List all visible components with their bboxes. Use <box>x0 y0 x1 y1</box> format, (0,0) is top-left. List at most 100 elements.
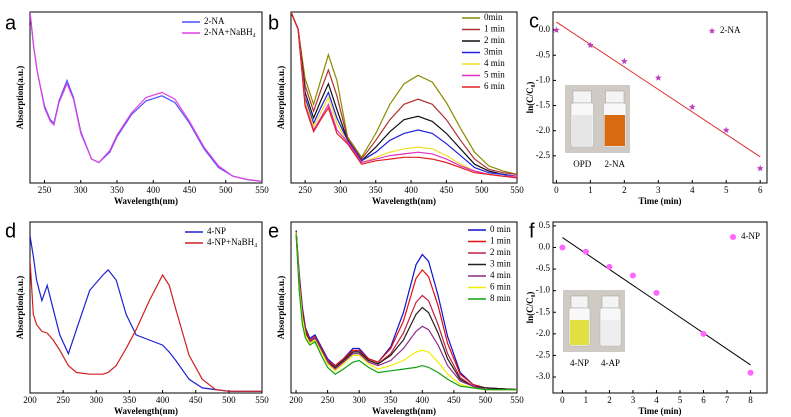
x-tick-label: 2 <box>607 395 612 405</box>
x-tick-label: 350 <box>110 185 124 195</box>
y-tick-label: -1.0 <box>536 285 551 295</box>
x-axis-label: Wavelength(nm) <box>114 196 178 206</box>
legend-label: 2 min <box>484 35 505 45</box>
vial-cap <box>572 90 592 104</box>
x-tick-label: 500 <box>219 185 233 195</box>
y-axis-label: Absorption(a.u.) <box>15 276 25 340</box>
x-tick-label: 300 <box>90 395 104 405</box>
x-axis-label: Time (min) <box>638 406 681 416</box>
panel-label: c <box>529 10 539 32</box>
data-line <box>291 12 517 175</box>
data-point <box>700 330 707 337</box>
vial-cap <box>601 295 620 309</box>
x-tick-label: 400 <box>404 185 418 195</box>
x-tick-label: 400 <box>147 185 161 195</box>
x-tick-label: 1 <box>588 185 593 195</box>
y-axis-label: Absorption(a.u.) <box>15 66 25 130</box>
x-tick-label: 250 <box>298 185 312 195</box>
inset-label: OPD <box>573 159 592 169</box>
x-tick-label: 450 <box>440 185 454 195</box>
panel-label: a <box>5 12 17 34</box>
y-tick-label: -0.5 <box>536 49 551 59</box>
legend-label: 2 min <box>490 247 511 257</box>
data-point <box>587 41 594 48</box>
data-point <box>756 164 764 172</box>
data-point <box>655 74 662 81</box>
plot-frame <box>552 221 768 394</box>
data-point <box>606 263 613 270</box>
legend-label: 2-NA+NaBH₄ <box>204 27 256 37</box>
y-tick-label: -0.5 <box>536 263 551 273</box>
x-tick-label: 5 <box>724 185 729 195</box>
x-tick-label: 7 <box>725 395 730 405</box>
x-axis-label: Wavelength(nm) <box>114 406 178 416</box>
data-line <box>30 12 262 182</box>
y-axis-label: ln(C/C₀) <box>525 82 535 114</box>
y-tick-label: -2.5 <box>536 150 551 160</box>
x-tick-label: 350 <box>123 395 137 405</box>
legend-label: 1 min <box>490 236 511 246</box>
panel-label: d <box>5 220 16 242</box>
legend-label: 4 min <box>484 58 505 68</box>
y-tick-label: 0.5 <box>539 220 551 230</box>
data-point <box>553 26 560 33</box>
data-line <box>291 12 517 179</box>
inset-label: 2-NA <box>605 159 626 169</box>
x-tick-label: 550 <box>510 185 524 195</box>
panel-label: f <box>529 220 535 242</box>
data-point <box>559 244 566 251</box>
legend-label: 8 min <box>490 293 511 303</box>
legend-label: 2-NA <box>720 25 741 35</box>
plot-frame <box>290 11 518 184</box>
plot-area <box>30 235 262 392</box>
vial-liquid <box>604 115 625 146</box>
data-line <box>295 232 517 391</box>
legend-label: 1 min <box>484 24 505 34</box>
data-line <box>291 12 517 175</box>
legend-label: 6 min <box>484 81 505 91</box>
data-line <box>291 12 517 177</box>
x-tick-label: 550 <box>510 395 524 405</box>
panel-label: b <box>268 12 279 34</box>
data-point <box>653 289 660 296</box>
plot-frame <box>29 221 263 394</box>
data-point <box>621 57 628 65</box>
x-tick-label: 6 <box>701 395 706 405</box>
x-tick-label: 350 <box>384 395 398 405</box>
y-axis-label: Absorption(a.u.) <box>276 276 286 340</box>
legend-label: 4-NP <box>207 226 226 236</box>
data-point <box>629 272 636 279</box>
x-tick-label: 0 <box>554 185 559 195</box>
x-tick-label: 5 <box>678 395 683 405</box>
legend-label: 0 min <box>490 224 511 234</box>
y-tick-label: 0.0 <box>539 24 551 34</box>
plot-area <box>295 230 517 391</box>
vial-liquid <box>601 320 620 345</box>
x-tick-label: 350 <box>369 185 383 195</box>
x-tick-label: 550 <box>255 395 269 405</box>
x-tick-label: 250 <box>321 395 335 405</box>
fit-line <box>562 237 751 366</box>
x-axis-label: Time (min) <box>638 196 681 206</box>
legend-label: 3 min <box>490 259 511 269</box>
x-tick-label: 2 <box>622 185 627 195</box>
y-tick-label: -1.5 <box>536 306 551 316</box>
y-tick-label: -2.5 <box>536 349 551 359</box>
x-tick-label: 4 <box>690 185 695 195</box>
vial-cap <box>570 295 589 309</box>
x-tick-label: 6 <box>758 185 763 195</box>
y-tick-label: -3.0 <box>536 371 551 381</box>
x-axis-label: Wavelength(nm) <box>372 196 436 206</box>
x-tick-label: 0 <box>560 395 565 405</box>
x-tick-label: 450 <box>183 185 197 195</box>
y-tick-label: -1.5 <box>536 100 551 110</box>
y-axis-label: ln(C/C₀) <box>525 292 535 324</box>
panel-label: e <box>268 220 279 242</box>
x-tick-label: 400 <box>416 395 430 405</box>
data-line <box>291 12 517 177</box>
data-line <box>295 232 517 391</box>
data-line <box>295 233 517 391</box>
legend-label: 5 min <box>484 70 505 80</box>
legend-label: 4 min <box>490 270 511 280</box>
